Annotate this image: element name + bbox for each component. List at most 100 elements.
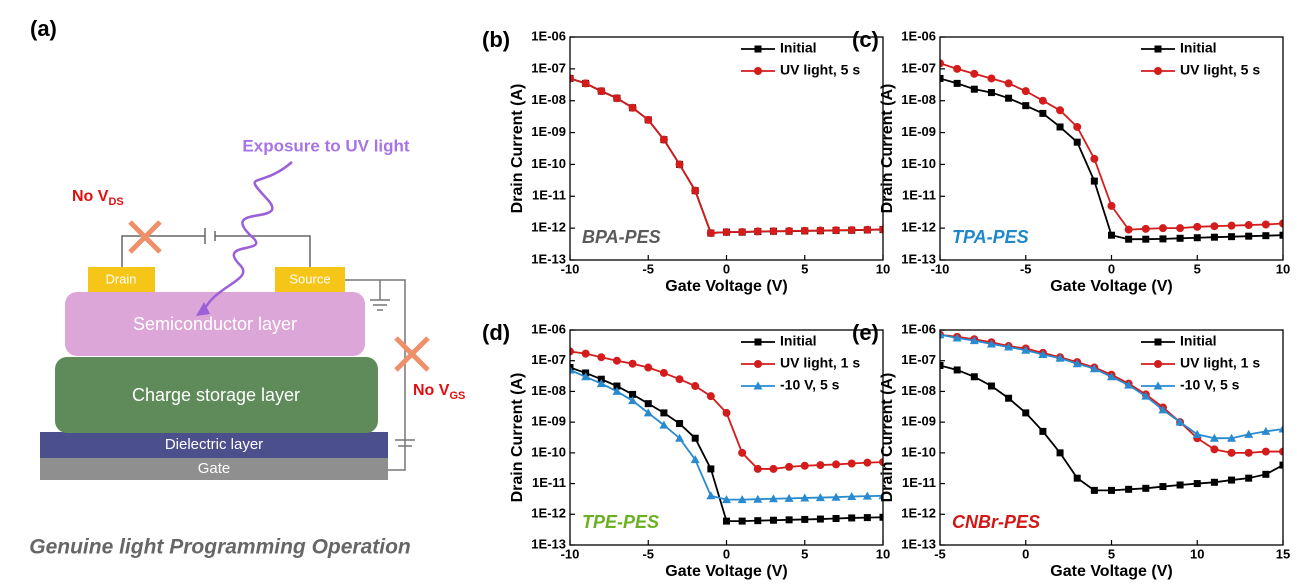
marker <box>597 353 605 361</box>
marker <box>706 491 715 499</box>
marker <box>1228 233 1235 240</box>
cross-ds <box>130 222 160 252</box>
legend-marker <box>1154 67 1162 75</box>
y-tick-label: 1E-10 <box>901 444 936 459</box>
x-tick-label: 0 <box>723 261 730 276</box>
marker <box>1022 87 1030 95</box>
x-axis-title: Gate Voltage (V) <box>665 563 787 580</box>
marker <box>1245 475 1252 482</box>
no-vds: No VDS <box>72 188 124 208</box>
plot <box>936 59 1287 242</box>
marker <box>769 227 777 235</box>
marker <box>597 87 605 95</box>
marker <box>660 136 668 144</box>
marker <box>1005 95 1012 102</box>
chart: (b)1E-131E-121E-111E-101E-091E-081E-071E… <box>482 27 890 295</box>
marker <box>738 228 746 236</box>
marker <box>1022 409 1029 416</box>
legend-marker <box>755 339 762 346</box>
x-tick-label: 5 <box>1108 546 1115 561</box>
caption: Genuine light Programming Operation <box>29 536 411 559</box>
marker <box>863 226 871 234</box>
marker <box>848 226 856 234</box>
x-tick-label: -5 <box>642 546 654 561</box>
marker <box>953 65 961 73</box>
marker <box>692 435 699 442</box>
marker <box>1228 477 1235 484</box>
semiconductor-text: Semiconductor layer <box>133 314 297 334</box>
y-tick-label: 1E-06 <box>531 28 566 43</box>
marker <box>1039 97 1047 105</box>
marker <box>645 400 652 407</box>
x-axis-title: Gate Voltage (V) <box>1050 563 1172 580</box>
marker <box>1262 232 1269 239</box>
marker <box>971 86 978 93</box>
x-tick-label: 5 <box>801 546 808 561</box>
legend-marker <box>1154 360 1162 368</box>
marker <box>1159 235 1166 242</box>
panel-label: (b) <box>482 27 510 52</box>
marker <box>1177 481 1184 488</box>
marker <box>1125 226 1133 234</box>
plot <box>566 347 888 524</box>
marker <box>660 369 668 377</box>
marker <box>1262 471 1269 478</box>
marker <box>801 462 809 470</box>
y-tick-label: 1E-12 <box>901 506 936 521</box>
x-tick-label: -5 <box>934 546 946 561</box>
marker <box>1090 155 1098 163</box>
figure: (a) Gate Dielectric layer Charge storage… <box>0 0 1297 581</box>
marker <box>1211 234 1218 241</box>
marker <box>801 516 808 523</box>
x-tick-label: 0 <box>1108 261 1115 276</box>
marker <box>816 461 824 469</box>
marker <box>954 366 961 373</box>
marker <box>786 516 793 523</box>
legend-marker <box>755 46 762 53</box>
marker <box>1245 221 1253 229</box>
marker <box>832 226 840 234</box>
no-vgs-text: No V <box>413 382 450 399</box>
y-tick-label: 1E-11 <box>902 475 936 490</box>
marker <box>1057 449 1064 456</box>
x-axis-title: Gate Voltage (V) <box>1050 278 1172 295</box>
annotation: CNBr-PES <box>952 512 1040 532</box>
marker <box>1057 123 1064 130</box>
y-tick-label: 1E-06 <box>901 28 936 43</box>
marker <box>1142 485 1149 492</box>
no-vds-sub: DS <box>108 196 123 208</box>
x-tick-label: 10 <box>876 261 890 276</box>
marker <box>644 116 652 124</box>
annotation: TPA-PES <box>952 227 1029 247</box>
x-tick-label: 0 <box>723 546 730 561</box>
panel-label: (c) <box>852 27 879 52</box>
y-tick-label: 1E-12 <box>901 220 936 235</box>
marker <box>1194 234 1201 241</box>
marker <box>864 514 871 521</box>
x-tick-label: 0 <box>1022 546 1029 561</box>
y-tick-label: 1E-09 <box>531 414 566 429</box>
marker <box>707 392 715 400</box>
marker <box>1194 480 1201 487</box>
y-tick-label: 1E-06 <box>901 321 936 336</box>
no-vgs-sub: GS <box>449 390 465 402</box>
marker <box>987 74 995 82</box>
marker <box>1091 487 1098 494</box>
marker <box>785 227 793 235</box>
marker <box>613 94 621 102</box>
y-tick-label: 1E-10 <box>531 156 566 171</box>
x-tick-label: 5 <box>1194 261 1201 276</box>
marker <box>1142 225 1150 233</box>
marker <box>723 228 731 236</box>
y-tick-label: 1E-09 <box>901 124 936 139</box>
source-text: Source <box>289 271 330 286</box>
marker <box>1074 139 1081 146</box>
no-vgs: No VGS <box>413 382 465 402</box>
marker <box>613 357 621 365</box>
marker <box>644 364 652 372</box>
y-tick-label: 1E-08 <box>901 92 936 107</box>
marker <box>816 227 824 235</box>
marker <box>1039 110 1046 117</box>
gate-text: Gate <box>198 460 231 477</box>
annotation: TPE-PES <box>582 512 659 532</box>
